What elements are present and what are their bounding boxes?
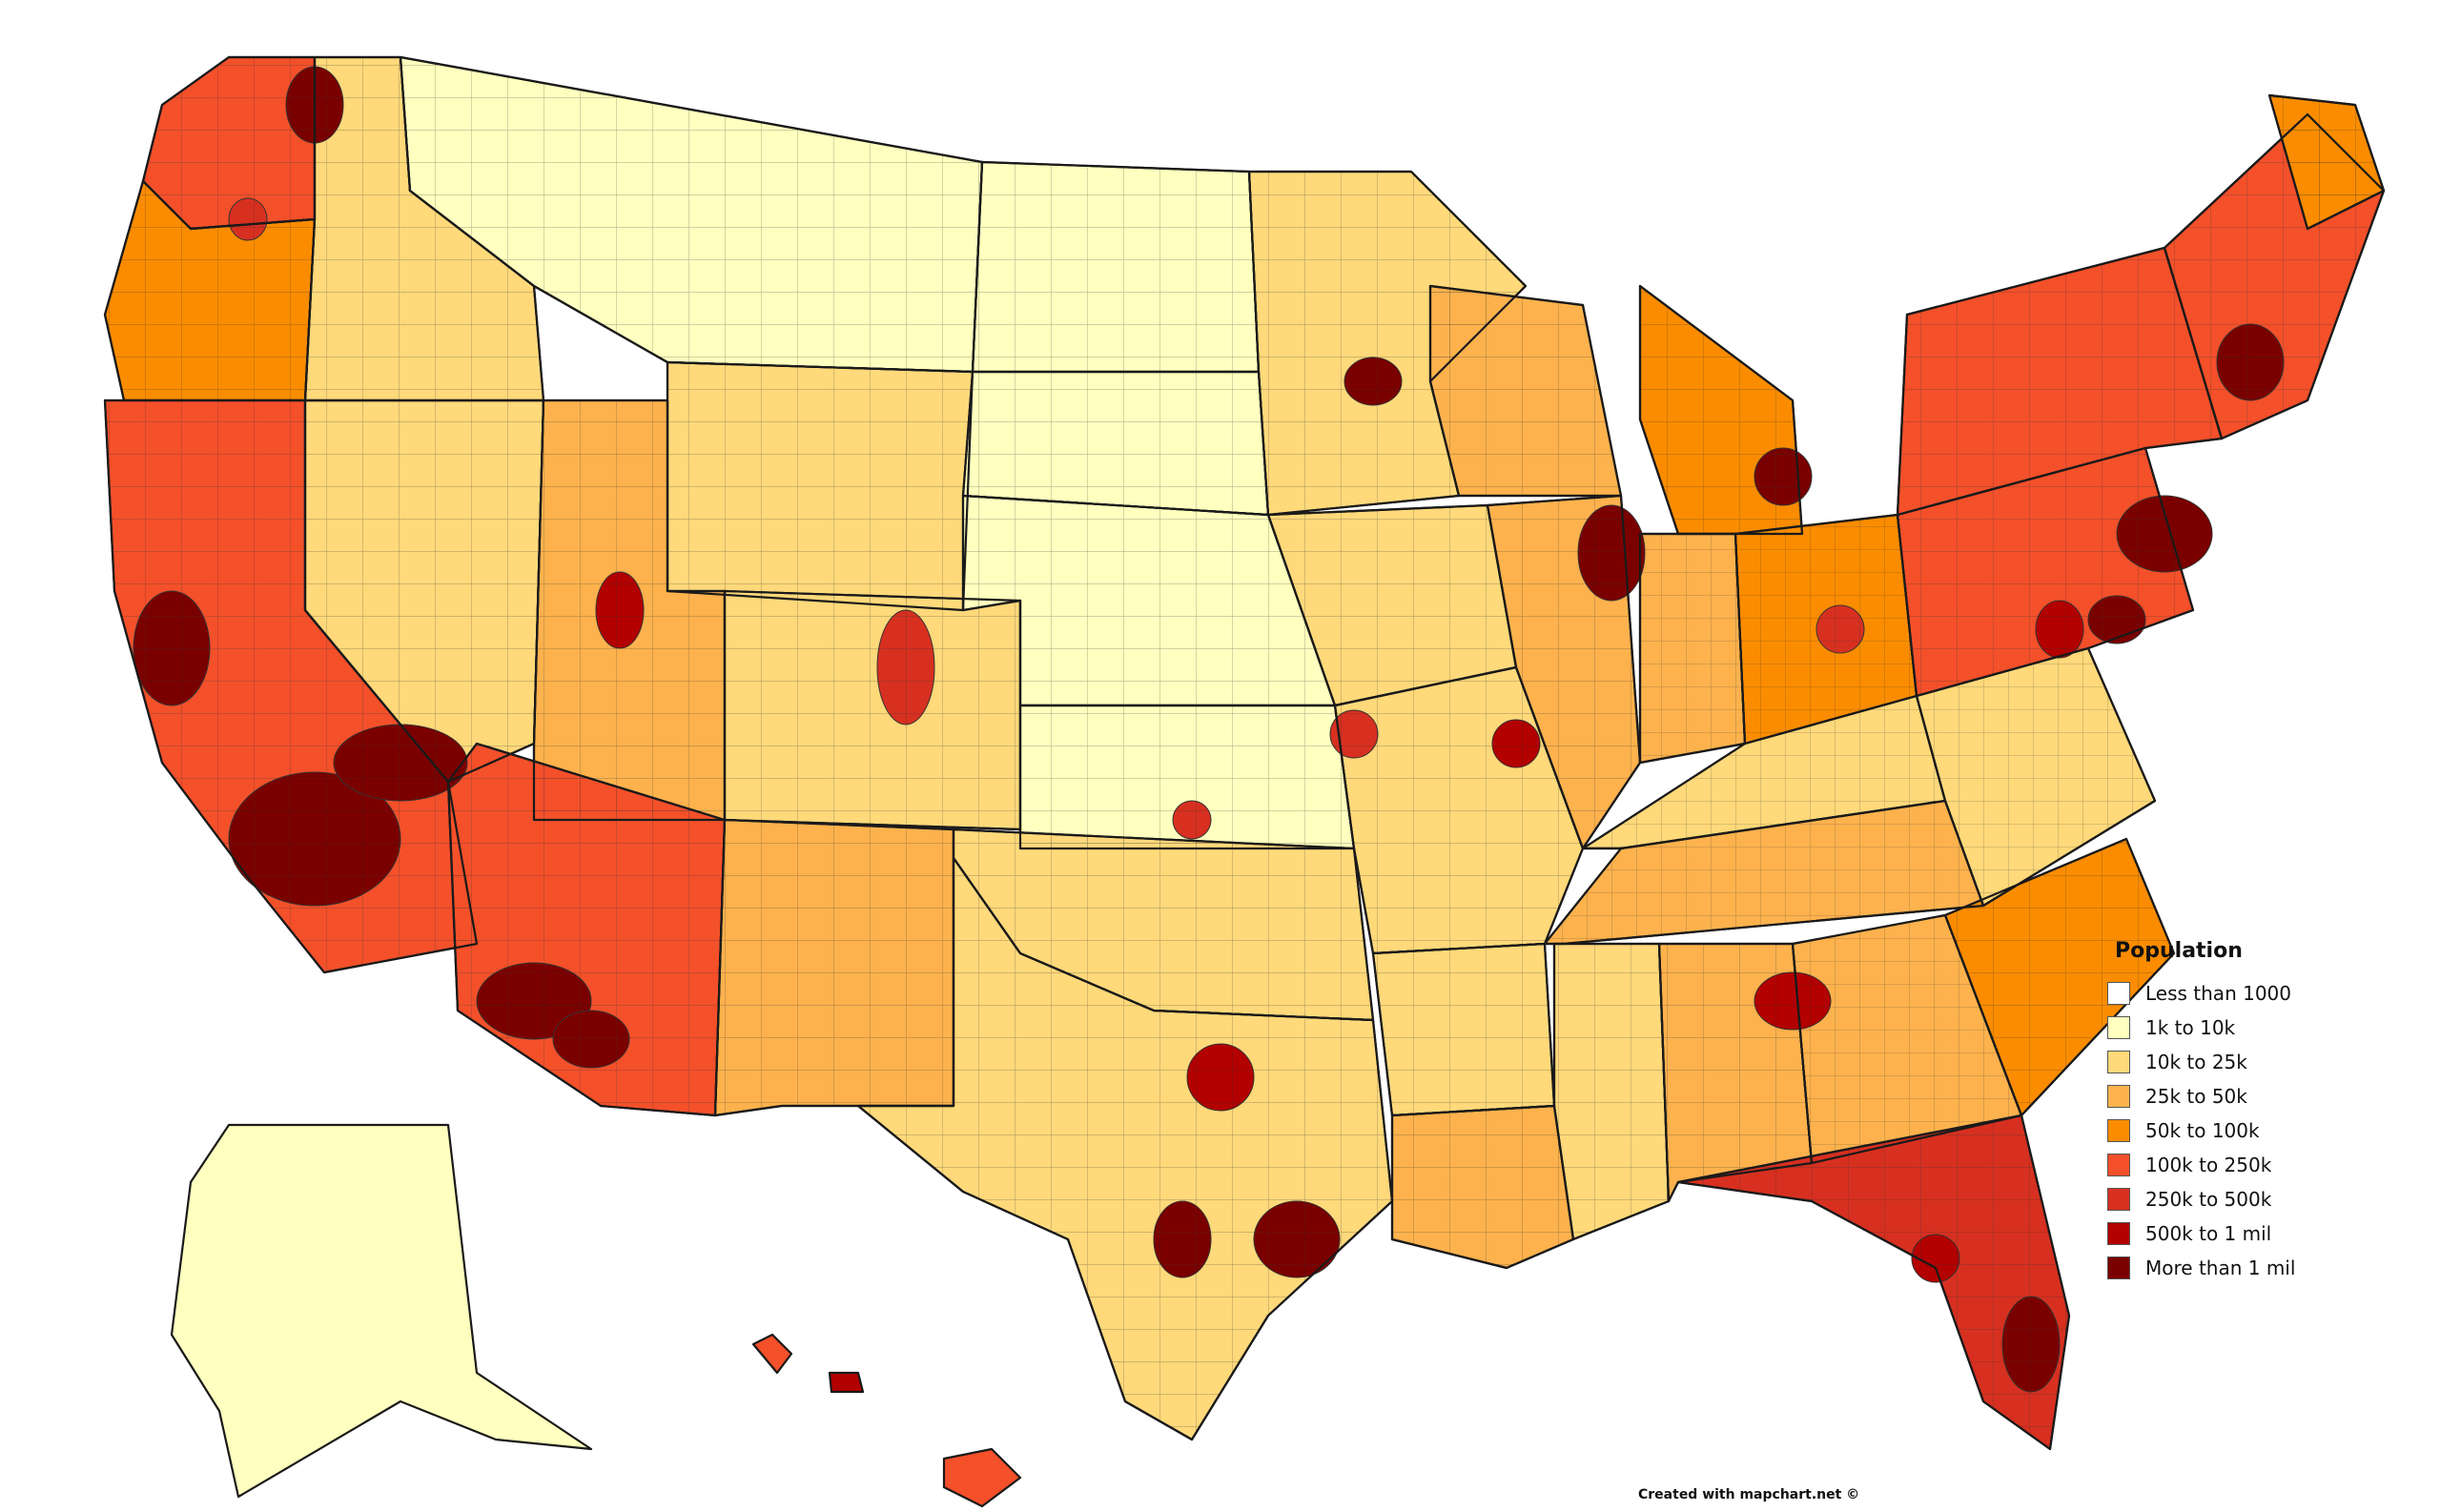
credit-text: Created with mapchart.net © [1638, 1487, 1860, 1502]
legend-label: 10k to 25k [2145, 1051, 2247, 1073]
county-grid [1917, 648, 2155, 906]
state-wisconsin-border [1428, 284, 1623, 498]
state-borders [103, 55, 2386, 1451]
county-grid [1640, 286, 1802, 534]
legend-swatch [2107, 1085, 2130, 1108]
state-new-york-border [1896, 246, 2224, 517]
legend-label: 50k to 100k [2145, 1119, 2260, 1142]
county-grid [1020, 705, 1354, 848]
legend-item: Less than 1000 [2107, 976, 2393, 1011]
county-grid [1430, 286, 1621, 496]
legend-swatch [2107, 1188, 2130, 1211]
county-grid [305, 400, 544, 782]
county-grid [1249, 172, 1526, 515]
legend-label: 250k to 500k [2145, 1188, 2272, 1211]
county-grid [305, 57, 544, 400]
county-grid [1735, 515, 1917, 744]
legend-swatch [2107, 1154, 2130, 1176]
county-grid [1487, 496, 1640, 848]
county-grid [1897, 248, 2222, 515]
state-carolinas-border [1943, 837, 2176, 1117]
county-grid [858, 858, 1392, 1440]
county-grid [534, 400, 725, 820]
county-grid [1945, 839, 2174, 1115]
state-louisiana-border [1390, 1104, 1575, 1270]
county-grid [667, 362, 973, 610]
legend-swatch [2107, 982, 2130, 1005]
county-grid [1659, 944, 1812, 1201]
legend-swatch [2107, 1119, 2130, 1142]
legend-item: More than 1 mil [2107, 1251, 2393, 1285]
county-grid [1640, 534, 1745, 763]
state-hawaii-oahu [828, 1371, 865, 1394]
county-grid [973, 162, 1259, 372]
county-grid [1583, 696, 1945, 848]
county-grid [105, 400, 477, 972]
state-texas-border [856, 856, 1394, 1441]
legend-swatch [2107, 1051, 2130, 1073]
county-grid [1793, 915, 2021, 1163]
state-hawaii-big-island [942, 1447, 1022, 1508]
legend-item: 50k to 100k [2107, 1114, 2393, 1148]
county-grid [1335, 667, 1583, 953]
county-grid [954, 829, 1373, 1020]
legend-item: 250k to 500k [2107, 1182, 2393, 1216]
legend-items: Less than 1000 1k to 10k 10k to 25k 25k to … [2107, 976, 2393, 1285]
legend-swatch [2107, 1222, 2130, 1245]
county-grid [1373, 944, 1554, 1115]
legend-label: 25k to 50k [2145, 1085, 2247, 1108]
state-mississippi-border [1552, 942, 1671, 1241]
state-alabama-border [1657, 942, 1814, 1203]
legend-item: 10k to 25k [2107, 1045, 2393, 1079]
county-grid [1554, 944, 1669, 1239]
state-maine-border [2267, 93, 2386, 231]
county-grid [725, 591, 1020, 829]
legend-title: Population [2115, 939, 2243, 963]
county-grid [143, 57, 315, 229]
county-grid [963, 496, 1335, 705]
county-grid [1268, 505, 1516, 705]
state-new-england-border [2163, 112, 2386, 440]
state-alaska [170, 1123, 593, 1499]
legend-label: 100k to 250k [2145, 1154, 2272, 1176]
legend-label: 1k to 10k [2145, 1016, 2236, 1039]
county-grid [448, 744, 725, 1115]
legend-swatch [2107, 1016, 2130, 1039]
legend-label: 500k to 1 mil [2145, 1222, 2272, 1245]
legend-item: 500k to 1 mil [2107, 1216, 2393, 1251]
state-hawaii-island [751, 1333, 793, 1375]
state-illinois-border [1486, 494, 1642, 850]
county-grid [1545, 801, 1983, 944]
legend-label: Less than 1000 [2145, 982, 2291, 1005]
legend-label: More than 1 mil [2145, 1257, 2296, 1279]
legend: Population Less than 1000 1k to 10k 10k to… [2107, 939, 2393, 1285]
legend-swatch [2107, 1257, 2130, 1279]
county-grid [1897, 448, 2193, 696]
legend-item: 1k to 10k [2107, 1011, 2393, 1045]
county-grid [1392, 1106, 1573, 1268]
legend-item: 25k to 50k [2107, 1079, 2393, 1114]
county-grid [105, 181, 315, 400]
county-grid [715, 820, 954, 1115]
legend-item: 100k to 250k [2107, 1148, 2393, 1182]
state-florida-border [1676, 1114, 2071, 1451]
county-grid [963, 372, 1268, 515]
